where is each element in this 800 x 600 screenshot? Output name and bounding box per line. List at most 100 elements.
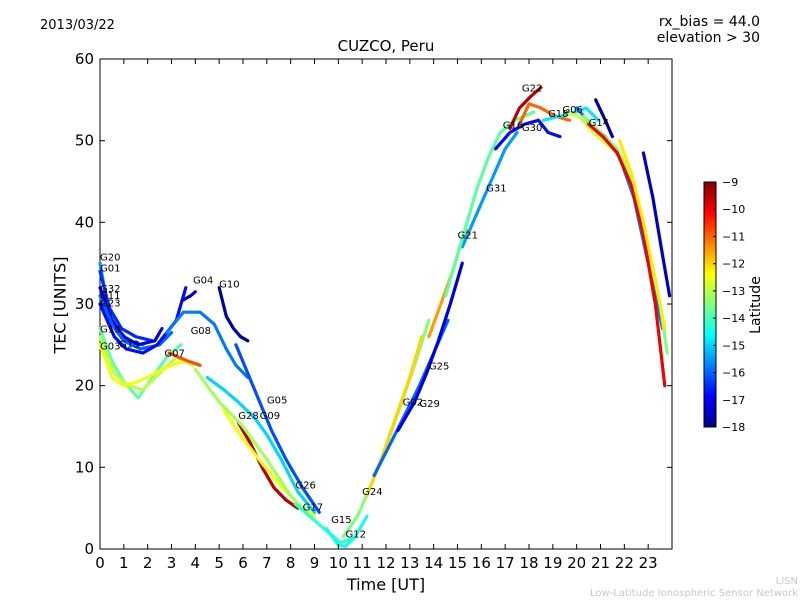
rx-bias-label: rx_bias = 44.0 — [658, 14, 760, 30]
annotation-g23: G23 — [100, 298, 120, 309]
series-trace-g01 — [98, 269, 154, 343]
x-tick-label: 18 — [519, 554, 538, 572]
annotation-g30: G30 — [522, 123, 542, 134]
y-tick-label: 40 — [75, 213, 94, 231]
x-tick-label: 13 — [400, 554, 419, 572]
annotation-g11: G11 — [100, 291, 120, 302]
colorbar-tick-label: −16 — [722, 367, 745, 380]
annotation-g29: G29 — [419, 399, 439, 410]
series-trace-g03 — [98, 343, 185, 388]
x-tick-label: 14 — [424, 554, 443, 572]
series-trace-g11 — [98, 294, 174, 351]
colorbar-tick-label: −13 — [722, 285, 745, 298]
y-tick-label: 60 — [75, 50, 94, 68]
annotation-g04: G04 — [193, 276, 213, 287]
x-tick-label: 4 — [191, 554, 201, 572]
annotation-g28: G28 — [238, 411, 258, 422]
x-tick-label: 22 — [615, 554, 634, 572]
annotation-g06: G06 — [562, 105, 582, 116]
y-axis-label: TEC [UNITS] — [50, 256, 70, 354]
chart-title: CUZCO, Peru — [337, 37, 435, 55]
y-tick-label: 10 — [75, 458, 94, 476]
colorbar-tick-label: −17 — [722, 394, 745, 407]
y-tick-label: 20 — [75, 377, 94, 395]
series-trace-g07 — [167, 351, 202, 367]
series-group — [98, 85, 672, 549]
x-tick-label: 19 — [543, 554, 562, 572]
annotation-g26: G26 — [295, 481, 315, 492]
colorbar-tick-label: −15 — [722, 339, 745, 352]
annotation-g05: G05 — [267, 396, 287, 407]
x-tick-label: 2 — [143, 554, 153, 572]
annotation-g07: G07 — [164, 348, 184, 359]
elevation-label: elevation > 30 — [656, 30, 760, 46]
colorbar-tick-label: −11 — [722, 230, 745, 243]
series-trace-g09 — [205, 375, 317, 514]
x-tick-label: 7 — [262, 554, 272, 572]
series-trace-g25 — [396, 261, 464, 433]
series-trace-g12 — [324, 514, 369, 549]
series-trace-g10 — [217, 286, 250, 343]
colorbar-tick-label: −12 — [722, 258, 745, 271]
annotation-g10: G10 — [219, 280, 239, 291]
credit-long: Low-Latitude Ionospheric Sensor Network — [590, 588, 798, 599]
y-tick-label: 50 — [75, 132, 94, 150]
annotation-g20: G20 — [100, 253, 120, 264]
y-tick-label: 30 — [75, 295, 94, 313]
colorbar-tick-label: −9 — [722, 176, 738, 189]
y-tick-label: 0 — [84, 540, 94, 558]
annotation-g02: G02 — [403, 397, 423, 408]
series-trace-g14f — [617, 139, 667, 331]
x-tick-label: 23 — [639, 554, 658, 572]
series-trace-g06 — [541, 106, 600, 122]
annotation-g17: G17 — [303, 503, 323, 514]
annotation-g14: G14 — [589, 118, 609, 129]
annotation-g16: G16 — [503, 120, 523, 131]
annotation-g12: G12 — [345, 530, 365, 541]
series-trace-g06b — [586, 122, 667, 388]
annotation-g24: G24 — [362, 487, 382, 498]
annotation-g32: G32 — [100, 284, 120, 295]
x-tick-label: 0 — [95, 554, 105, 572]
x-tick-label: 12 — [376, 554, 395, 572]
series-trace-g04 — [181, 290, 197, 302]
series-trace-g08 — [165, 310, 250, 380]
colorbar-label: Latitude — [748, 276, 764, 334]
x-tick-label: 5 — [214, 554, 224, 572]
annotation-g09: G09 — [260, 411, 280, 422]
x-tick-label: 9 — [310, 554, 320, 572]
series-trace-g31 — [460, 130, 519, 249]
annotation-g01: G01 — [100, 263, 120, 274]
x-tick-label: 8 — [286, 554, 296, 572]
annotation-g31: G31 — [486, 183, 506, 194]
x-axis-label: Time [UT] — [346, 575, 426, 594]
series-trace-g30 — [494, 118, 562, 151]
series-trace-g19 — [98, 326, 183, 400]
plot-frame — [99, 58, 673, 550]
annotation-g18: G18 — [548, 109, 568, 120]
series-trace-g14d — [594, 98, 615, 139]
colorbar-tick-label: −14 — [722, 312, 745, 325]
series-trace-g05 — [234, 343, 321, 514]
annotation-g13: G13 — [119, 339, 139, 350]
colorbar-tick-label: −10 — [722, 203, 745, 216]
x-tick-label: 10 — [329, 554, 348, 572]
date-label: 2013/03/22 — [40, 18, 115, 33]
credit-short: LISN — [775, 576, 798, 587]
x-tick-label: 6 — [238, 554, 248, 572]
x-tick-label: 11 — [353, 554, 372, 572]
series-trace-g14e — [641, 151, 672, 298]
x-tick-label: 16 — [472, 554, 491, 572]
series-trace-g28 — [236, 420, 300, 510]
x-tick-label: 3 — [167, 554, 177, 572]
x-tick-label: 1 — [119, 554, 129, 572]
colorbar — [703, 181, 717, 428]
series-trace-g32 — [98, 286, 164, 347]
x-tick-label: 17 — [496, 554, 515, 572]
x-tick-label: 20 — [567, 554, 586, 572]
annotation-g15: G15 — [331, 515, 351, 526]
colorbar-tick-label: −18 — [722, 421, 745, 434]
annotation-g22: G22 — [522, 84, 542, 95]
